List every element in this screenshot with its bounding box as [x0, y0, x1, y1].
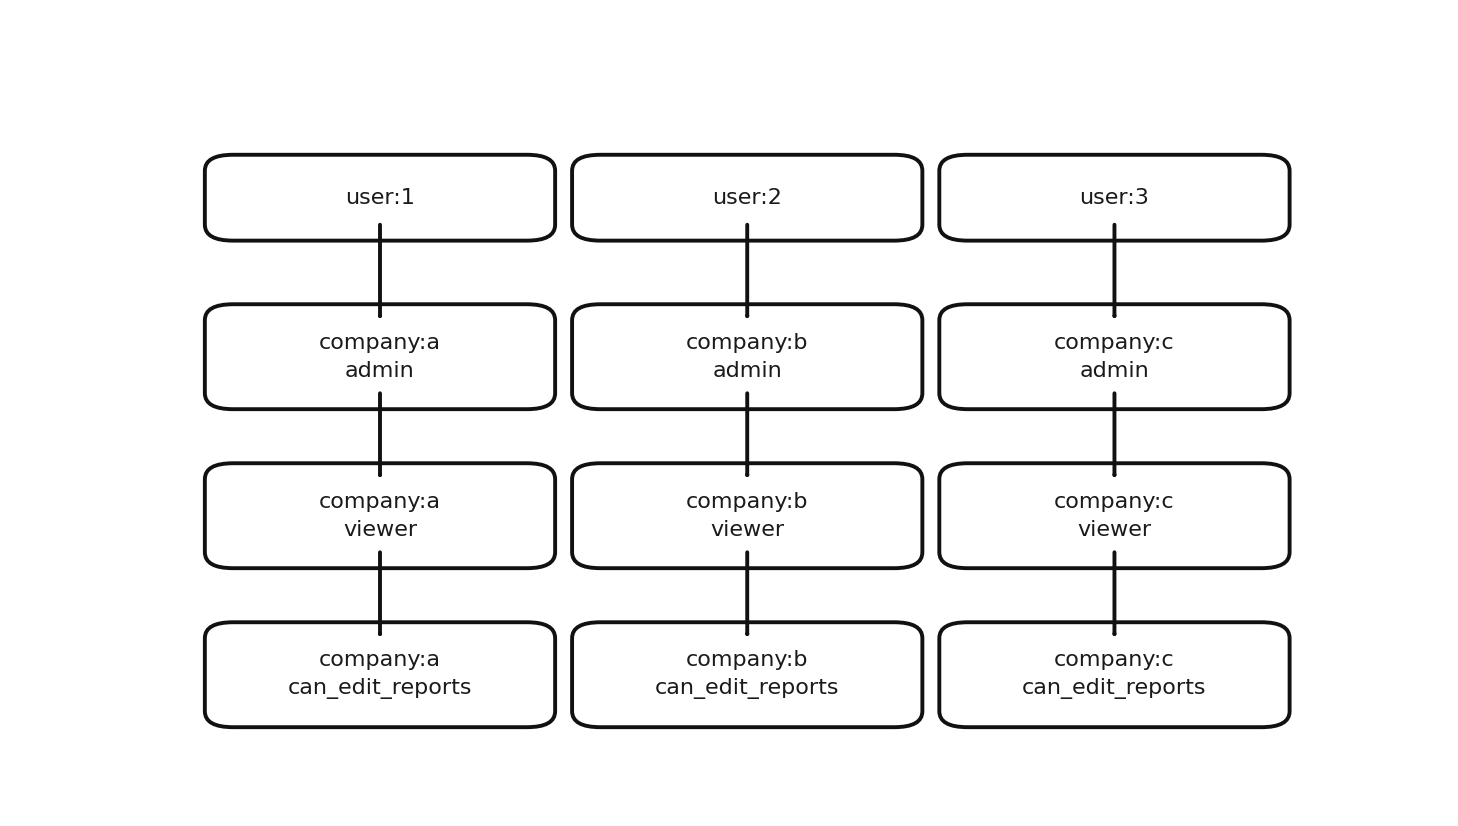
FancyBboxPatch shape	[204, 154, 555, 240]
Text: company:c
can_edit_reports: company:c can_edit_reports	[1022, 650, 1207, 700]
Text: company:b
can_edit_reports: company:b can_edit_reports	[655, 650, 840, 700]
FancyBboxPatch shape	[572, 463, 923, 568]
Text: company:c
viewer: company:c viewer	[1054, 491, 1175, 539]
FancyBboxPatch shape	[204, 463, 555, 568]
Text: user:1: user:1	[346, 188, 416, 207]
FancyBboxPatch shape	[939, 154, 1290, 240]
FancyBboxPatch shape	[204, 622, 555, 727]
Text: user:2: user:2	[713, 188, 781, 207]
Text: company:b
admin: company:b admin	[685, 333, 809, 381]
Text: company:c
admin: company:c admin	[1054, 333, 1175, 381]
FancyBboxPatch shape	[939, 463, 1290, 568]
Text: company:a
can_edit_reports: company:a can_edit_reports	[287, 650, 472, 700]
FancyBboxPatch shape	[572, 154, 923, 240]
Text: company:a
viewer: company:a viewer	[319, 491, 440, 539]
Text: user:3: user:3	[1079, 188, 1149, 207]
FancyBboxPatch shape	[939, 304, 1290, 409]
FancyBboxPatch shape	[939, 622, 1290, 727]
Text: company:a
admin: company:a admin	[319, 333, 440, 381]
FancyBboxPatch shape	[572, 304, 923, 409]
Text: company:b
viewer: company:b viewer	[685, 491, 809, 539]
FancyBboxPatch shape	[204, 304, 555, 409]
FancyBboxPatch shape	[572, 622, 923, 727]
